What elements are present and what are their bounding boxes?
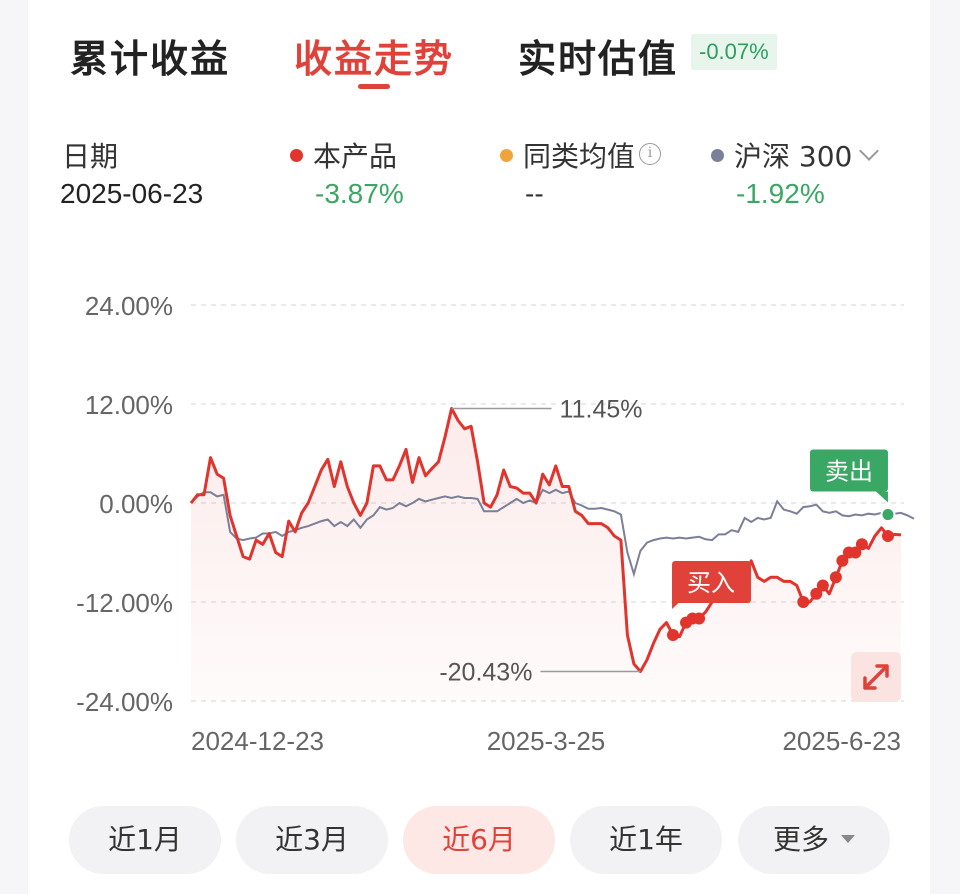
y-tick-label: -24.00% <box>76 687 173 717</box>
buy-marker: 买入 <box>672 561 752 609</box>
range-6m-button[interactable]: 近6月 <box>403 806 555 874</box>
peer-dot-icon <box>500 148 513 162</box>
trade-point <box>829 571 842 584</box>
trade-point <box>797 596 810 608</box>
caret-down-icon <box>841 835 855 843</box>
product-area <box>191 408 901 701</box>
range-1y-button[interactable]: 近1年 <box>570 806 722 874</box>
benchmark-value: -1.92% <box>736 178 825 209</box>
y-tick-label: 0.00% <box>99 489 173 519</box>
range-1m-button[interactable]: 近1月 <box>69 806 221 874</box>
active-tab-indicator <box>358 84 390 89</box>
y-tick-label: 24.00% <box>85 291 173 321</box>
trade-point <box>810 587 823 600</box>
peer-legend[interactable]: 同类均值 i <box>500 135 662 175</box>
x-tick-label: 2025-6-23 <box>782 726 901 756</box>
min-value-label: -20.43% <box>439 659 532 687</box>
product-legend-label: 本产品 <box>313 140 398 173</box>
product-value: -3.87% <box>315 178 404 209</box>
estimate-badge: -0.07% <box>691 34 777 70</box>
sell-point <box>880 507 896 523</box>
trade-point <box>836 554 849 567</box>
y-tick-label: 12.00% <box>85 390 173 420</box>
benchmark-legend[interactable]: 沪深 300 <box>711 135 880 175</box>
tab-cumulative-return[interactable]: 累计收益 <box>70 37 231 81</box>
x-tick-label: 2024-12-23 <box>191 726 324 756</box>
range-3m-button[interactable]: 近3月 <box>236 806 388 874</box>
range-more-label: 更多 <box>772 823 829 856</box>
x-tick-label: 2025-3-25 <box>487 726 606 756</box>
sell-label: 卖出 <box>825 458 873 486</box>
chart-tabs: 累计收益 收益走势 实时估值 -0.07% <box>28 0 930 100</box>
buy-label: 买入 <box>687 569 735 597</box>
trade-point <box>693 612 706 625</box>
return-trend-chart: 24.00% 12.00% 0.00% -12.00% -24.00% 2024-12-… <box>76 291 915 756</box>
sell-marker: 卖出 <box>809 449 896 523</box>
fund-performance-card: 累计收益 收益走势 实时估值 -0.07% 日期 2025-06-23 本产品 … <box>28 0 930 894</box>
product-dot-icon <box>290 148 303 162</box>
peer-legend-label: 同类均值 <box>523 140 636 173</box>
expand-icon[interactable] <box>851 652 901 702</box>
product-line <box>189 407 902 673</box>
peer-value: -- <box>525 178 544 209</box>
trade-point <box>849 546 862 559</box>
benchmark-dot-icon <box>711 148 724 162</box>
benchmark-legend-label: 沪深 300 <box>734 140 853 173</box>
trade-point <box>667 629 680 641</box>
trade-point <box>816 579 829 592</box>
max-value-label: 11.45% <box>560 396 643 424</box>
info-icon[interactable]: i <box>639 143 662 165</box>
trade-point <box>881 530 894 542</box>
tab-return-trend[interactable]: 收益走势 <box>294 37 455 81</box>
date-value: 2025-06-23 <box>60 178 204 209</box>
trade-point <box>855 538 868 551</box>
benchmark-line <box>190 488 915 578</box>
y-tick-label: -12.00% <box>76 588 173 618</box>
tab-realtime-estimate[interactable]: 实时估值 <box>518 37 679 81</box>
product-legend: 本产品 <box>290 135 397 175</box>
range-more-button[interactable]: 更多 <box>738 806 890 874</box>
date-label: 日期 <box>62 140 119 173</box>
